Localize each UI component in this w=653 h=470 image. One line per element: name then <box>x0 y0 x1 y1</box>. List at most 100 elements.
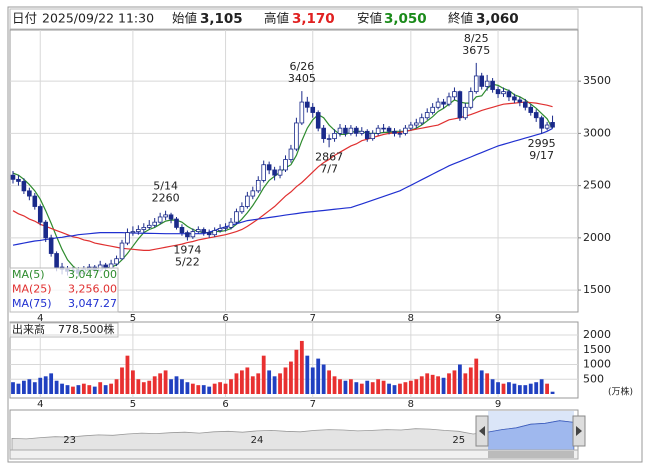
candle-body <box>266 164 272 171</box>
candle-body <box>261 164 266 181</box>
candle-body <box>288 148 294 160</box>
volume-bar <box>507 382 511 394</box>
x-tick-label: 5 <box>130 399 136 410</box>
legend-value: 3,047.27 <box>68 297 117 310</box>
candle-body <box>201 229 207 234</box>
candle-body <box>397 132 403 135</box>
candle-body <box>517 99 523 103</box>
volume-bar <box>16 383 21 394</box>
candle-body <box>43 221 48 239</box>
candle-body <box>321 127 326 140</box>
scrollbar[interactable] <box>9 449 579 460</box>
candle-body <box>452 91 457 98</box>
candle-body <box>528 106 534 113</box>
candle-body <box>337 127 343 134</box>
scroll-thumb[interactable] <box>488 451 574 458</box>
volume-bar <box>359 383 364 394</box>
candle-body <box>255 179 261 192</box>
candle-body <box>315 112 321 129</box>
candle-body <box>348 127 354 134</box>
candle-body <box>157 216 163 223</box>
annotation-value: 2867 <box>315 150 343 163</box>
volume-bar <box>332 376 337 394</box>
volume-bar <box>229 379 233 394</box>
x-tick-label: 8 <box>408 313 414 324</box>
volume-bar <box>512 383 517 394</box>
volume-last: 778,500株 <box>58 322 115 336</box>
volume-bar <box>305 355 310 394</box>
volume-bar <box>190 383 195 394</box>
candle-body <box>506 91 512 98</box>
candle-body <box>223 226 228 229</box>
candle-body <box>359 130 365 134</box>
x-tick-label: 8 <box>408 399 414 410</box>
volume-bar <box>272 376 277 394</box>
volume-bar <box>240 370 244 394</box>
volume-bar <box>38 377 43 394</box>
volume-bar <box>523 385 528 394</box>
volume-bar <box>539 379 544 394</box>
candle-body <box>272 169 277 176</box>
candle-body <box>326 138 332 140</box>
y-tick-label: 3500 <box>583 74 611 87</box>
candle-body <box>114 258 119 265</box>
candle-body <box>386 127 392 132</box>
volume-bar <box>528 383 533 394</box>
volume-bar <box>479 370 484 394</box>
candle-body <box>228 221 234 228</box>
volume-bar <box>534 382 539 394</box>
candle-body <box>364 130 370 140</box>
x-tick-label: 5 <box>130 313 136 324</box>
volume-bar <box>517 385 522 394</box>
candle-body <box>446 96 452 105</box>
volume-bar <box>376 379 381 394</box>
candle-body <box>430 106 435 113</box>
volume-bar <box>43 376 48 394</box>
volume-bar <box>103 385 108 394</box>
volume-bar <box>463 373 468 394</box>
candle-body <box>523 101 528 108</box>
volume-bar <box>207 386 212 394</box>
volume-bar <box>370 382 375 394</box>
volume-bar <box>474 358 479 394</box>
candle-body <box>332 132 337 140</box>
candle-body <box>299 101 305 124</box>
candle-body <box>408 124 414 129</box>
high-value: 3,170 <box>292 11 335 27</box>
volume-bar <box>458 364 462 394</box>
volume-bar <box>65 385 70 394</box>
candle-body <box>403 127 408 134</box>
date: 2025/09/22 11:30 <box>42 11 154 26</box>
candle-body <box>512 96 517 101</box>
legend-box <box>9 267 119 313</box>
volume-label: 出来高 <box>12 322 45 336</box>
date-label: 日付 <box>12 11 37 26</box>
handle-arrow <box>479 426 485 436</box>
volume-bar <box>250 376 255 394</box>
volume-bar <box>234 373 239 394</box>
volume-bar <box>267 370 272 394</box>
open-value: 3,105 <box>200 11 243 27</box>
candle-body <box>141 226 147 230</box>
y-tick-label: 2000 <box>583 231 611 244</box>
volume-bar <box>185 382 190 394</box>
candle-body <box>185 232 190 238</box>
candle-body <box>27 190 32 197</box>
candle-body <box>130 231 136 234</box>
ma-line <box>12 127 553 246</box>
volume-bar <box>76 385 81 394</box>
candle-body <box>468 91 474 108</box>
volume-bar <box>71 386 75 394</box>
volume-bar <box>136 379 141 394</box>
volume-bar <box>22 380 26 394</box>
x-tick-label: 4 <box>37 313 43 324</box>
candle-body <box>457 91 463 119</box>
volume-bar <box>158 373 163 394</box>
candle-body <box>54 253 59 268</box>
volume-bar <box>299 340 304 394</box>
volume-bar <box>545 383 549 394</box>
low-value: 3,050 <box>384 11 427 27</box>
candle-body <box>283 159 288 171</box>
volume-bar <box>54 380 59 394</box>
annotation-date: 7/7 <box>320 162 338 175</box>
